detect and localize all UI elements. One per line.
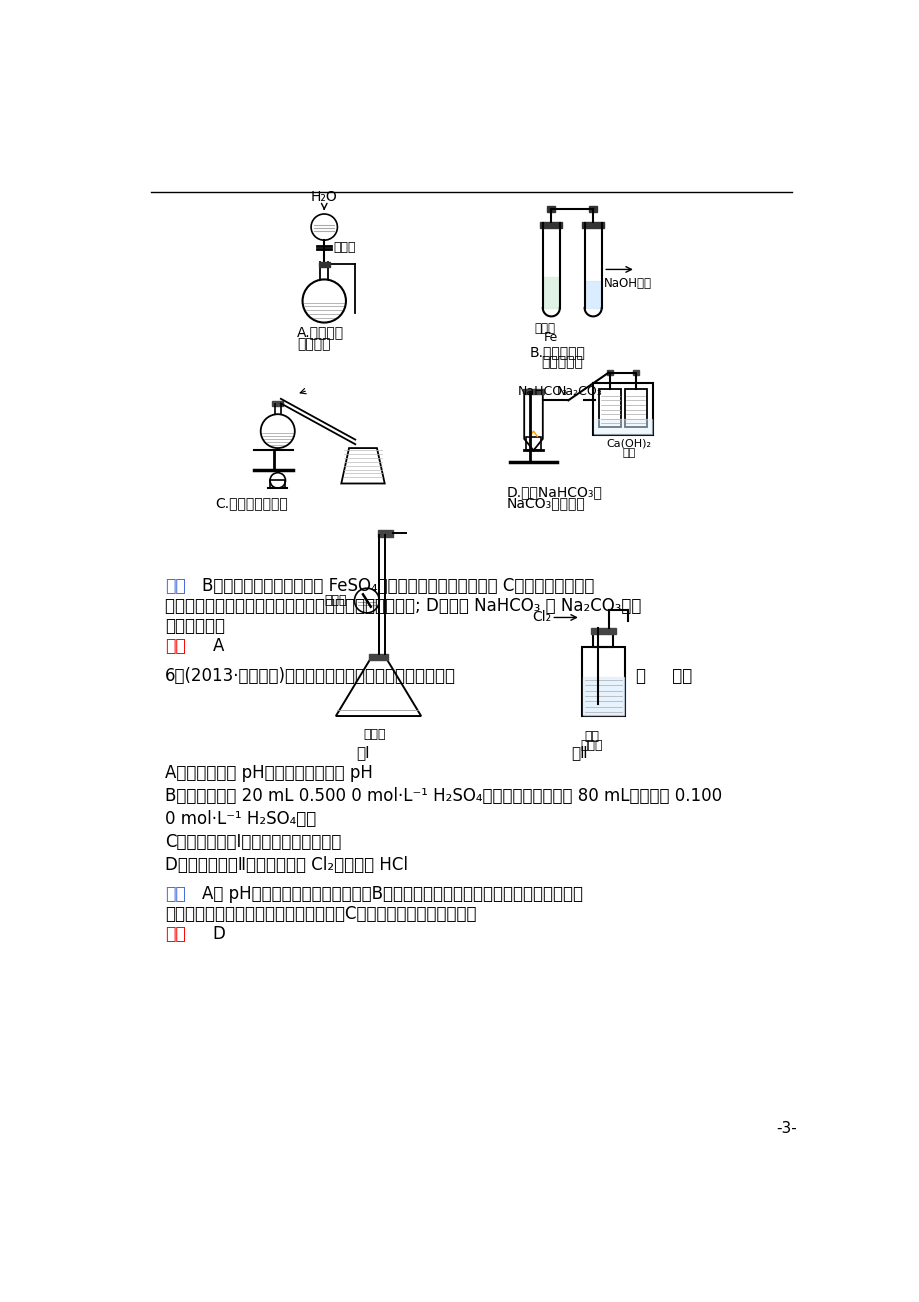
Bar xyxy=(594,419,652,434)
Text: 的气密性: 的气密性 xyxy=(297,337,330,352)
Text: Fe: Fe xyxy=(544,331,558,344)
Text: -3-: -3- xyxy=(776,1121,796,1135)
Text: Cl₂: Cl₂ xyxy=(531,611,550,625)
Text: 生石灰: 生石灰 xyxy=(363,728,385,741)
Text: D．实验室用图Ⅱ所示装置除去 Cl₂中的少量 HCl: D．实验室用图Ⅱ所示装置除去 Cl₂中的少量 HCl xyxy=(165,857,408,874)
Text: C.除去溴苯中的苯: C.除去溴苯中的苯 xyxy=(216,496,289,510)
Bar xyxy=(269,480,285,488)
Text: 稀硫酸: 稀硫酸 xyxy=(534,322,555,335)
Text: 解析: 解析 xyxy=(165,885,186,904)
Text: 0 mol·L⁻¹ H₂SO₄溶液: 0 mol·L⁻¹ H₂SO₄溶液 xyxy=(165,810,316,828)
Bar xyxy=(547,206,554,212)
Text: A: A xyxy=(212,638,224,655)
Text: C．实验室用图Ⅰ所示装置制取少量氨气: C．实验室用图Ⅰ所示装置制取少量氨气 xyxy=(165,833,341,852)
Bar xyxy=(582,221,604,228)
Text: 答案: 答案 xyxy=(165,638,186,655)
Text: D.比较NaHCO₃和: D.比较NaHCO₃和 xyxy=(505,486,602,499)
Bar xyxy=(539,221,562,228)
Text: 的位置不对。: 的位置不对。 xyxy=(165,617,225,635)
Text: 法，但是温度计水银球位置和冷凝管中冷凝水的流向错误; D选项中 NaHCO₃ 和 Na₂CO₃放置: 法，但是温度计水银球位置和冷凝管中冷凝水的流向错误; D选项中 NaHCO₃ 和… xyxy=(165,598,641,616)
Text: B选项中左侧试管中生成的 FeSO₄溶液无法进入右侧反应装置 C选项中应该用分馏: B选项中左侧试管中生成的 FeSO₄溶液无法进入右侧反应装置 C选项中应该用分馏 xyxy=(201,577,594,595)
Text: NaHCO₃: NaHCO₃ xyxy=(517,385,568,398)
Bar xyxy=(525,436,540,450)
Text: 答案: 答案 xyxy=(165,926,186,944)
Text: B.制备并观察: B.制备并观察 xyxy=(529,345,584,359)
Bar xyxy=(582,647,624,716)
Text: H₂O: H₂O xyxy=(311,190,337,204)
Bar xyxy=(523,389,543,395)
Bar xyxy=(593,383,652,435)
Text: 饱和: 饱和 xyxy=(584,730,598,743)
Text: A.检查装置: A.检查装置 xyxy=(297,326,344,340)
Bar xyxy=(583,677,623,715)
Text: （     ）。: （ ）。 xyxy=(635,667,691,685)
Bar xyxy=(632,370,638,375)
Text: A．用水润湿的 pH试纸测量某溶液的 pH: A．用水润湿的 pH试纸测量某溶液的 pH xyxy=(165,764,373,781)
Text: D: D xyxy=(212,926,225,944)
Text: 图Ⅰ: 图Ⅰ xyxy=(356,745,369,760)
Text: Na₂CO₃: Na₂CO₃ xyxy=(556,385,602,398)
Bar xyxy=(272,401,283,406)
Text: 溶液: 溶液 xyxy=(621,448,635,458)
Text: 食盐水: 食盐水 xyxy=(580,740,602,753)
Bar xyxy=(319,262,329,267)
Text: Ca(OH)₂: Ca(OH)₂ xyxy=(606,439,651,449)
Bar xyxy=(624,389,646,427)
Bar xyxy=(607,370,613,375)
Text: A项 pH试纸使用前不能用水润湿；B项要求所配溶液的精度很高，用量筒量取溶液: A项 pH试纸使用前不能用水润湿；B项要求所配溶液的精度很高，用量筒量取溶液 xyxy=(201,885,582,904)
Bar xyxy=(590,629,615,634)
Text: B．用量筒量取 20 mL 0.500 0 mol·L⁻¹ H₂SO₄溶液于烧杯中，加水 80 mL，配制成 0.100: B．用量筒量取 20 mL 0.500 0 mol·L⁻¹ H₂SO₄溶液于烧杯… xyxy=(165,786,721,805)
Text: 图Ⅱ: 图Ⅱ xyxy=(571,745,587,760)
Bar xyxy=(378,530,392,536)
Bar xyxy=(598,389,620,427)
Bar xyxy=(593,633,613,647)
Text: 氢氧化亚铁: 氢氧化亚铁 xyxy=(540,355,583,370)
Text: 6．(2013·泸州二模)下列有关实验原理或实验操作正确的是: 6．(2013·泸州二模)下列有关实验原理或实验操作正确的是 xyxy=(165,667,456,685)
Text: 止水夹: 止水夹 xyxy=(334,241,356,254)
Bar xyxy=(543,277,559,309)
Text: NaOH溶液: NaOH溶液 xyxy=(604,277,652,290)
Text: 和水与要求不相匹配，应用容量瓶配制；C项试管中的空气无法排出。: 和水与要求不相匹配，应用容量瓶配制；C项试管中的空气无法排出。 xyxy=(165,905,476,923)
Text: NaCO₃热稳定性: NaCO₃热稳定性 xyxy=(505,496,584,510)
Bar xyxy=(584,281,600,309)
Text: 解析: 解析 xyxy=(165,577,186,595)
Bar xyxy=(369,654,388,660)
Bar xyxy=(589,206,596,212)
Text: 浓氨水: 浓氨水 xyxy=(323,594,346,607)
